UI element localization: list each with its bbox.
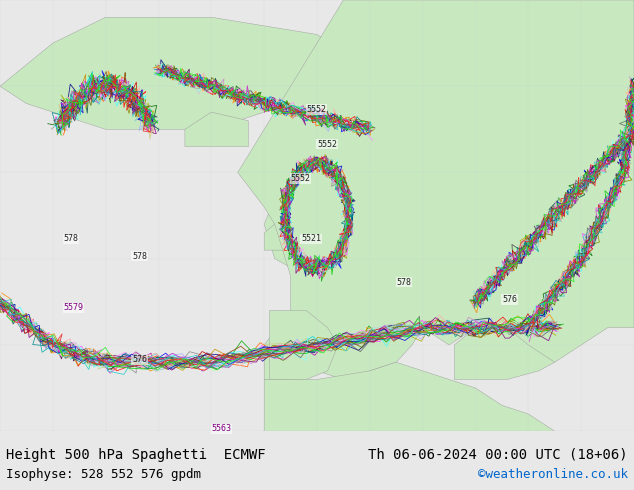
Text: 576: 576	[502, 295, 517, 304]
Text: Th 06-06-2024 00:00 UTC (18+06): Th 06-06-2024 00:00 UTC (18+06)	[368, 448, 628, 462]
Text: 5579: 5579	[63, 303, 84, 313]
Text: 578: 578	[396, 278, 411, 287]
Text: 5552: 5552	[317, 140, 337, 148]
Polygon shape	[264, 362, 555, 431]
Polygon shape	[238, 0, 634, 379]
Polygon shape	[449, 69, 476, 103]
Text: 578: 578	[132, 252, 147, 261]
Polygon shape	[455, 328, 555, 379]
Polygon shape	[264, 216, 285, 250]
Polygon shape	[0, 17, 344, 129]
Polygon shape	[264, 190, 328, 268]
Polygon shape	[344, 86, 465, 216]
Text: 578: 578	[63, 235, 79, 244]
Text: Height 500 hPa Spaghetti  ECMWF: Height 500 hPa Spaghetti ECMWF	[6, 448, 266, 462]
Text: 5552: 5552	[306, 105, 327, 114]
Text: 5521: 5521	[301, 235, 321, 244]
Polygon shape	[269, 311, 338, 379]
Text: Isophyse: 528 552 576 gpdm: Isophyse: 528 552 576 gpdm	[6, 468, 202, 481]
Polygon shape	[185, 112, 249, 147]
Text: 5563: 5563	[211, 424, 231, 433]
Text: ©weatheronline.co.uk: ©weatheronline.co.uk	[477, 468, 628, 481]
Text: 576: 576	[132, 355, 147, 364]
Text: 5552: 5552	[290, 174, 311, 183]
